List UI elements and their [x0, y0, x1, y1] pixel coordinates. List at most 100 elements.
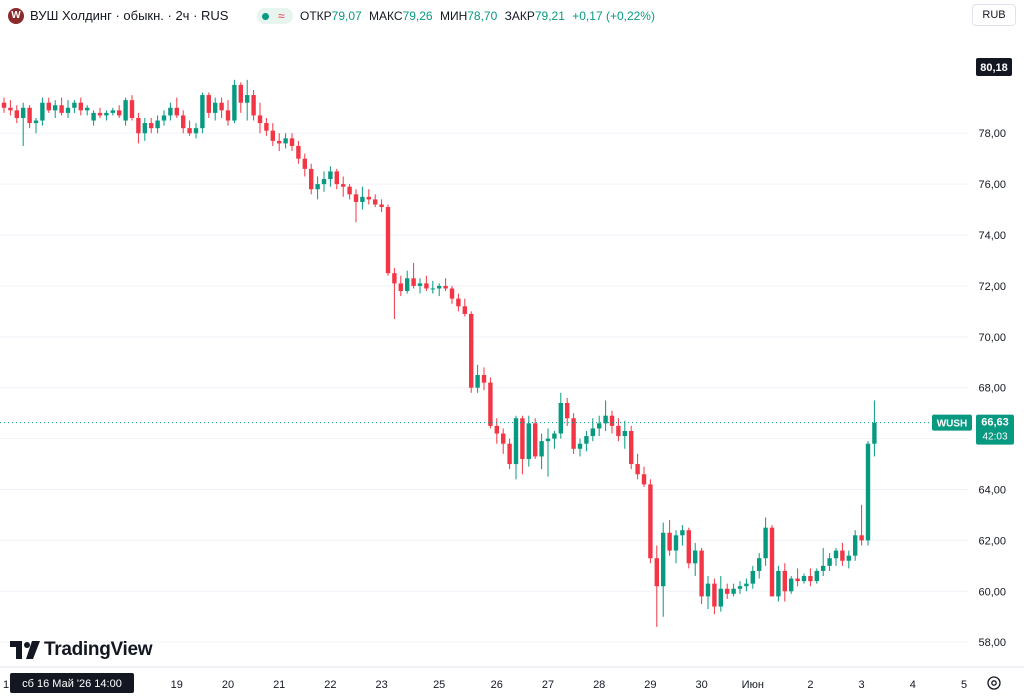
candle-body [814, 570, 819, 582]
symbol-title[interactable]: ВУШ Холдинг · обыкн. · 2ч · RUS [30, 8, 229, 23]
candle-body [117, 110, 122, 116]
candle-body [21, 107, 26, 118]
candle-body [846, 555, 851, 561]
candle-body [424, 283, 429, 289]
x-tick-label: 22 [324, 679, 336, 691]
candle-body [757, 558, 762, 571]
candle-body [449, 288, 455, 299]
low-value: 78,70 [467, 9, 498, 23]
candle-body [584, 436, 589, 444]
x-tick-label: 4 [910, 679, 916, 691]
candle-body [699, 550, 704, 597]
candle-body [341, 184, 346, 187]
candle-body [520, 418, 525, 459]
y-tick-label: 70,00 [978, 332, 1006, 344]
x-tick-label: 26 [491, 679, 503, 691]
candle-body [136, 117, 141, 134]
countdown-label: 42:03 [982, 432, 1007, 443]
candle-body [97, 112, 103, 116]
tradingview-logo[interactable]: TradingView [10, 638, 153, 662]
candle-body [379, 204, 384, 208]
candle-body [59, 105, 64, 113]
candle-body [206, 95, 211, 113]
candle-body [801, 576, 807, 582]
candle-body [782, 570, 787, 592]
candle-body [309, 168, 314, 190]
candle-body [641, 474, 647, 485]
market-status-badge[interactable]: ≈ [257, 8, 293, 24]
realtime-wave-icon: ≈ [278, 9, 285, 23]
candle-body [347, 186, 352, 195]
candle-body [686, 530, 691, 564]
candle-body [833, 550, 839, 559]
symbol-tag [932, 414, 972, 431]
candle-body [462, 306, 467, 314]
high-value: 79,26 [402, 9, 433, 23]
crosshair-price-tag [976, 58, 1012, 76]
candle-body [232, 84, 237, 121]
candle-body [296, 145, 301, 159]
candle-body [360, 196, 365, 202]
candle-body [8, 107, 13, 111]
candle-body [129, 100, 135, 118]
candle-body [315, 184, 320, 190]
symbol-logo-icon: W [8, 8, 24, 24]
candle-body [725, 588, 730, 594]
candle-body [571, 418, 576, 449]
candle-body [257, 115, 263, 124]
candle-body [456, 298, 461, 307]
candle-body [763, 527, 768, 559]
candle-body [853, 535, 858, 556]
candle-body [629, 430, 634, 465]
candle-body [264, 123, 269, 131]
candle-body [238, 84, 243, 103]
candle-body [501, 433, 506, 444]
x-tick-label: 5 [961, 679, 967, 691]
candle-body [225, 110, 231, 121]
candle-body [40, 102, 45, 121]
candle-body [513, 418, 519, 465]
open-label: ОТКР [300, 9, 332, 23]
candle-body [705, 583, 711, 597]
candle-body [14, 110, 19, 118]
candle-body [193, 128, 199, 134]
candle-body [661, 532, 666, 587]
x-tick-label: 25 [433, 679, 445, 691]
candle-body [840, 550, 845, 561]
x-tick-label: 27 [542, 679, 554, 691]
crosshair-time-tag [10, 673, 134, 693]
candle-body [859, 535, 864, 541]
close-label: ЗАКР [504, 9, 535, 23]
candle-body [712, 583, 717, 607]
y-tick-label: 76,00 [978, 179, 1006, 191]
candle-body [33, 120, 39, 124]
y-tick-label: 72,00 [978, 281, 1006, 293]
candle-body [789, 578, 794, 592]
open-value: 79,07 [331, 9, 362, 23]
candle-body [437, 285, 442, 289]
candle-body [353, 194, 359, 202]
candle-body [577, 443, 583, 449]
candle-body [245, 95, 250, 103]
candle-body [302, 158, 307, 169]
candle-body [693, 550, 698, 564]
candle-body [526, 423, 531, 459]
candle-body [872, 422, 877, 444]
candle-body [1, 102, 7, 108]
settings-icon[interactable] [986, 675, 1002, 691]
currency-button[interactable]: RUB [972, 4, 1016, 26]
candle-body [654, 558, 659, 587]
ohlc-readout: ОТКР79,07 МАКС79,26 МИН78,70 ЗАКР79,21 +… [300, 9, 659, 23]
candle-body [603, 415, 608, 424]
candle-body [46, 102, 51, 111]
y-tick-label: 64,00 [978, 485, 1006, 497]
candle-body [795, 578, 800, 582]
y-tick-label: 68,00 [978, 383, 1006, 395]
candle-body [481, 374, 487, 383]
candle-body [744, 583, 749, 587]
candle-body [558, 402, 563, 434]
symbol-tag-label: WUSH [937, 419, 968, 430]
candle-body [776, 570, 781, 597]
y-tick-label: 58,00 [978, 637, 1006, 649]
